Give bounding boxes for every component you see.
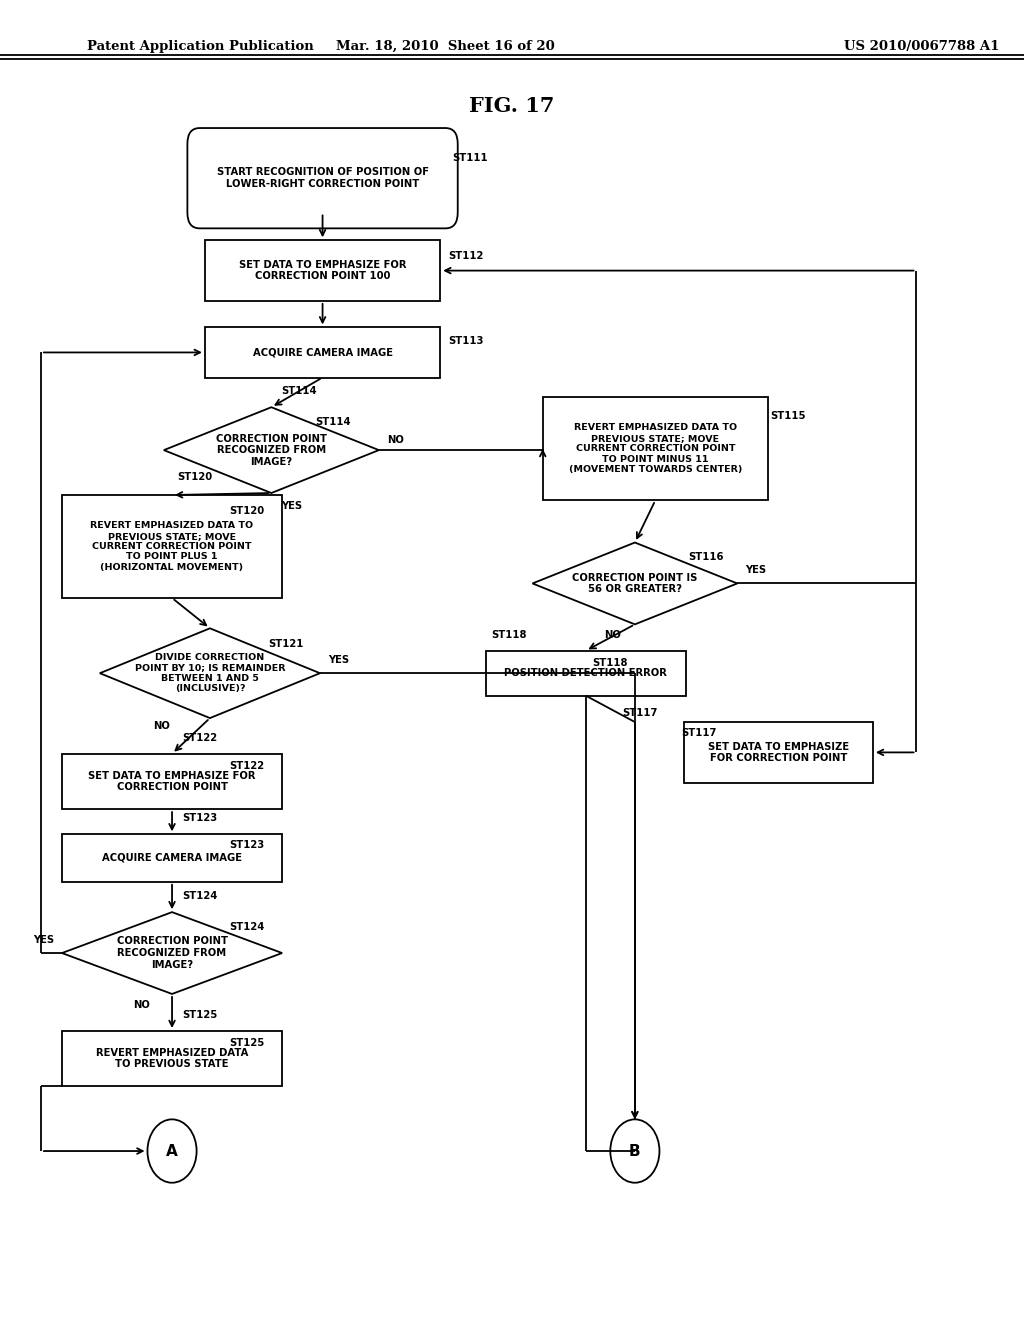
Text: DIVIDE CORRECTION
POINT BY 10; IS REMAINDER
BETWEEN 1 AND 5
(INCLUSIVE)?: DIVIDE CORRECTION POINT BY 10; IS REMAIN…: [135, 653, 285, 693]
Text: NO: NO: [387, 434, 403, 445]
Text: REVERT EMPHASIZED DATA TO
PREVIOUS STATE; MOVE
CURRENT CORRECTION POINT
TO POINT: REVERT EMPHASIZED DATA TO PREVIOUS STATE…: [568, 424, 742, 474]
Text: CORRECTION POINT
RECOGNIZED FROM
IMAGE?: CORRECTION POINT RECOGNIZED FROM IMAGE?: [117, 936, 227, 970]
Text: Mar. 18, 2010  Sheet 16 of 20: Mar. 18, 2010 Sheet 16 of 20: [336, 40, 555, 53]
Text: Patent Application Publication: Patent Application Publication: [87, 40, 313, 53]
Text: FIG. 17: FIG. 17: [469, 95, 555, 116]
Text: ST123: ST123: [229, 840, 264, 850]
Text: US 2010/0067788 A1: US 2010/0067788 A1: [844, 40, 999, 53]
Text: ST113: ST113: [449, 335, 484, 346]
FancyBboxPatch shape: [187, 128, 458, 228]
Text: ST124: ST124: [229, 921, 265, 932]
Text: YES: YES: [745, 565, 767, 576]
Text: REVERT EMPHASIZED DATA
TO PREVIOUS STATE: REVERT EMPHASIZED DATA TO PREVIOUS STATE: [96, 1048, 248, 1069]
Text: CORRECTION POINT IS
56 OR GREATER?: CORRECTION POINT IS 56 OR GREATER?: [572, 573, 697, 594]
Text: ST112: ST112: [449, 251, 484, 261]
Text: POSITION DETECTION ERROR: POSITION DETECTION ERROR: [504, 668, 668, 678]
Text: YES: YES: [34, 935, 54, 945]
Text: ST125: ST125: [182, 1010, 217, 1020]
Text: ST125: ST125: [229, 1038, 264, 1048]
Text: SET DATA TO EMPHASIZE
FOR CORRECTION POINT: SET DATA TO EMPHASIZE FOR CORRECTION POI…: [708, 742, 849, 763]
Text: ST120: ST120: [229, 506, 264, 516]
Text: REVERT EMPHASIZED DATA TO
PREVIOUS STATE; MOVE
CURRENT CORRECTION POINT
TO POINT: REVERT EMPHASIZED DATA TO PREVIOUS STATE…: [90, 521, 254, 572]
Bar: [62, 834, 283, 882]
Text: ST116: ST116: [688, 552, 724, 562]
Text: ST114: ST114: [315, 417, 351, 428]
Text: ST121: ST121: [268, 639, 304, 649]
Text: ST118: ST118: [490, 630, 526, 640]
Text: NO: NO: [154, 721, 170, 731]
Circle shape: [610, 1119, 659, 1183]
Text: ST122: ST122: [229, 760, 264, 771]
Polygon shape: [99, 628, 319, 718]
Text: B: B: [629, 1143, 641, 1159]
Text: ST120: ST120: [177, 471, 212, 482]
Bar: [543, 397, 768, 500]
Text: YES: YES: [282, 502, 303, 511]
Text: ST123: ST123: [182, 813, 217, 824]
Text: YES: YES: [328, 655, 349, 665]
Text: A: A: [166, 1143, 178, 1159]
Bar: [205, 240, 440, 301]
Polygon shape: [532, 543, 737, 624]
Text: ST114: ST114: [282, 387, 317, 396]
Bar: [205, 327, 440, 378]
Text: ST122: ST122: [182, 733, 217, 743]
Text: ACQUIRE CAMERA IMAGE: ACQUIRE CAMERA IMAGE: [102, 853, 242, 863]
Polygon shape: [62, 912, 283, 994]
Polygon shape: [164, 407, 379, 492]
Circle shape: [147, 1119, 197, 1183]
Bar: [62, 1031, 283, 1086]
Bar: [684, 722, 872, 783]
Text: SET DATA TO EMPHASIZE FOR
CORRECTION POINT 100: SET DATA TO EMPHASIZE FOR CORRECTION POI…: [239, 260, 407, 281]
Bar: [485, 651, 686, 696]
Text: ST124: ST124: [182, 891, 218, 902]
Text: SET DATA TO EMPHASIZE FOR
CORRECTION POINT: SET DATA TO EMPHASIZE FOR CORRECTION POI…: [88, 771, 256, 792]
Bar: [62, 754, 283, 809]
Text: ACQUIRE CAMERA IMAGE: ACQUIRE CAMERA IMAGE: [253, 347, 392, 358]
Bar: [62, 495, 283, 598]
Text: CORRECTION POINT
RECOGNIZED FROM
IMAGE?: CORRECTION POINT RECOGNIZED FROM IMAGE?: [216, 433, 327, 467]
Text: ST111: ST111: [453, 153, 488, 164]
Text: ST115: ST115: [770, 411, 806, 421]
Text: NO: NO: [133, 999, 150, 1010]
Text: START RECOGNITION OF POSITION OF
LOWER-RIGHT CORRECTION POINT: START RECOGNITION OF POSITION OF LOWER-R…: [216, 168, 429, 189]
Text: ST117: ST117: [622, 708, 657, 718]
Text: ST118: ST118: [592, 657, 628, 668]
Text: NO: NO: [604, 630, 621, 640]
Text: ST117: ST117: [681, 727, 717, 738]
